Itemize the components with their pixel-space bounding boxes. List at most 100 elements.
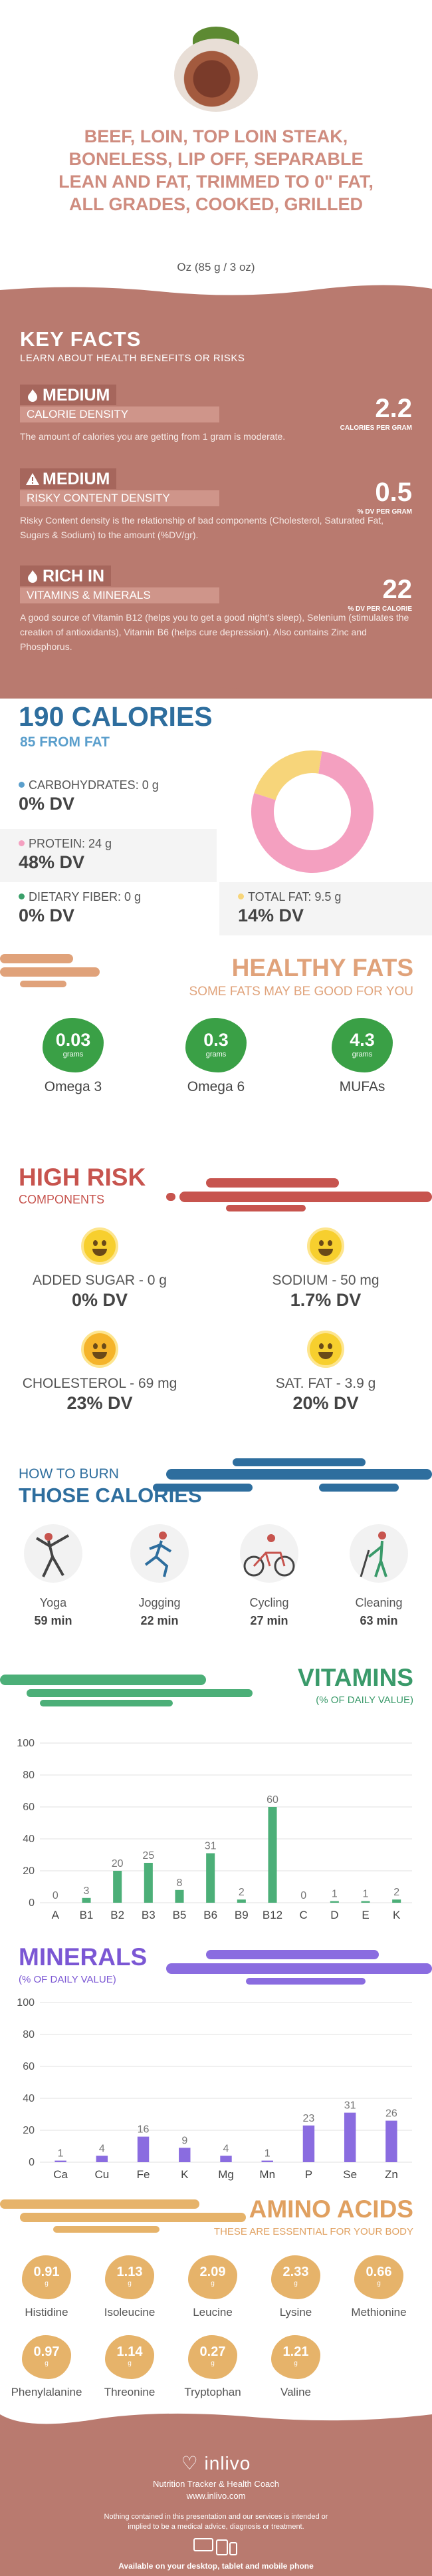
macro-protein: PROTEIN: 24 g 48% DV	[0, 829, 217, 882]
amino-name: Histidine	[25, 2306, 68, 2319]
y-tick-label: 0	[29, 2157, 35, 2168]
burn-title-line1: HOW TO BURN	[19, 1466, 119, 1482]
decorative-stripes	[0, 1675, 253, 1706]
amino-value: 1.21	[282, 2344, 309, 2359]
decorative-stripes	[0, 954, 100, 987]
amino-name: Valine	[280, 2386, 311, 2398]
bar-cu	[96, 2156, 108, 2162]
footer: ♡ inlivo Nutrition Tracker & Health Coac…	[0, 2408, 432, 2576]
amino-unit: g	[211, 2360, 215, 2367]
amino-subtitle: THESE ARE ESSENTIAL FOR YOUR BODY	[213, 2226, 413, 2237]
fact-label: VITAMINS & MINERALS	[20, 587, 219, 603]
activity-cleaning: Cleaning 63 min	[329, 1524, 429, 1628]
warning-icon	[26, 473, 39, 485]
amino-blob: 2.33 g	[271, 2255, 320, 2299]
bar-value-label: 25	[142, 1850, 154, 1861]
footer-url[interactable]: www.inlivo.com	[186, 2491, 246, 2501]
risk-label: CHOLESTEROL - 69 mg	[22, 1376, 177, 1391]
fact-unit: CALORIES PER GRAM	[340, 424, 412, 432]
key-facts-subtitle: LEARN ABOUT HEALTH BENEFITS OR RISKS	[20, 353, 245, 364]
activity-minutes: 63 min	[360, 1614, 398, 1627]
bar-value-label: 1	[58, 2148, 64, 2160]
fat-blob: 4.3 grams	[332, 1018, 393, 1072]
y-tick-label: 100	[17, 1997, 35, 2009]
amino-blob: 0.97 g	[22, 2335, 71, 2379]
calories-section: 190 CALORIES 85 FROM FAT CARBOHYDRATES: …	[0, 699, 432, 978]
amino-blob: 0.66 g	[354, 2255, 403, 2299]
amino-name: Lysine	[279, 2306, 312, 2319]
wave-divider	[0, 285, 432, 301]
high-risk-title: HIGH RISK	[19, 1164, 146, 1191]
x-tick-label: B5	[173, 1909, 187, 1921]
risk-label: SAT. FAT - 3.9 g	[275, 1376, 376, 1391]
amino-blob: 1.14 g	[105, 2335, 154, 2379]
amino-tryptophan: 0.27 g Tryptophan	[173, 2335, 253, 2399]
fact-value: 0.5	[375, 478, 412, 507]
fat-unit: grams	[205, 1050, 227, 1058]
x-tick-label: A	[52, 1909, 60, 1921]
macro-label: TOTAL FAT: 9.5 g	[248, 890, 342, 903]
bar-value-label: 0	[300, 1890, 306, 1901]
legend-dot	[19, 893, 25, 899]
x-tick-label: Ca	[53, 2168, 68, 2181]
key-facts-title: KEY FACTS	[20, 327, 142, 351]
amino-methionine: 0.66 g Methionine	[339, 2255, 419, 2319]
amino-unit: g	[294, 2280, 298, 2287]
high-risk-subtitle: COMPONENTS	[19, 1193, 105, 1206]
fact-value: 22	[382, 575, 413, 604]
bar-value-label: 2	[393, 1887, 399, 1898]
amino-leucine: 2.09 g Leucine	[173, 2255, 253, 2319]
risk-sat-fat: SAT. FAT - 3.9 g 20% DV	[226, 1331, 425, 1414]
macro-total-fat: TOTAL FAT: 9.5 g 14% DV	[219, 882, 432, 935]
x-tick-label: B12	[263, 1909, 282, 1921]
footer-tagline: Nutrition Tracker & Health Coach	[152, 2479, 280, 2489]
minerals-title: MINERALS	[19, 1943, 148, 1971]
x-tick-label: D	[330, 1909, 338, 1921]
bar-d	[330, 1901, 339, 1903]
x-tick-label: K	[181, 2168, 189, 2181]
fact-vitamins-minerals: RICH IN VITAMINS & MINERALS 22 % DV PER …	[20, 565, 412, 654]
smile-face-icon	[307, 1331, 344, 1368]
burn-title-line2: THOSE CALORIES	[19, 1484, 202, 1507]
decorative-stripes	[166, 1178, 432, 1211]
bar-value-label: 3	[84, 1885, 90, 1897]
amino-name: Phenylalanine	[11, 2386, 82, 2398]
fact-description: The amount of calories you are getting f…	[20, 431, 286, 442]
minerals-subtitle: (% OF DAILY VALUE)	[19, 1974, 116, 1985]
amino-acids-section: AMINO ACIDS THESE ARE ESSENTIAL FOR YOUR…	[0, 2195, 432, 2415]
x-tick-label: Fe	[137, 2168, 150, 2181]
fact-level: MEDIUM	[43, 470, 110, 488]
serving-size: Oz (85 g / 3 oz)	[177, 261, 255, 273]
amino-value: 1.14	[116, 2344, 143, 2359]
fact-unit: % DV PER CALORIE	[348, 605, 412, 613]
vitamins-title: VITAMINS	[297, 1664, 413, 1691]
amino-value: 0.97	[33, 2344, 60, 2359]
bar-value-label: 26	[385, 2108, 397, 2120]
fat-unit: grams	[352, 1050, 373, 1058]
minerals-section: MINERALS (% OF DAILY VALUE) 0 20 40 60 80 100…	[0, 1939, 432, 2205]
fat-name: MUFAs	[339, 1079, 385, 1094]
y-tick-label: 60	[23, 2061, 35, 2072]
wave-divider	[0, 681, 432, 697]
x-tick-label: Zn	[385, 2168, 398, 2181]
fat-value: 0.03	[55, 1030, 91, 1050]
bar-b6	[206, 1853, 215, 1903]
x-tick-label: C	[300, 1909, 308, 1921]
activity-minutes: 22 min	[140, 1614, 179, 1627]
risk-label: ADDED SUGAR - 0 g	[33, 1273, 167, 1288]
amino-blob: 1.13 g	[105, 2255, 154, 2299]
amino-isoleucine: 1.13 g Isoleucine	[90, 2255, 169, 2319]
x-tick-label: B2	[110, 1909, 124, 1921]
amino-name: Isoleucine	[104, 2306, 156, 2319]
legend-dot	[19, 840, 25, 846]
risk-dv: 1.7% DV	[290, 1290, 362, 1310]
macro-label: PROTEIN: 24 g	[29, 837, 112, 850]
x-tick-label: B3	[142, 1909, 156, 1921]
activity-yoga: Yoga 59 min	[3, 1524, 103, 1628]
activity-name: Cycling	[249, 1596, 289, 1609]
bar-fe	[137, 2136, 150, 2162]
y-tick-label: 0	[29, 1897, 35, 1909]
footer-logo[interactable]: ♡ inlivo	[0, 2452, 432, 2474]
macro-fiber: DIETARY FIBER: 0 g 0% DV	[0, 882, 199, 935]
bar-value-label: 16	[138, 2124, 150, 2136]
